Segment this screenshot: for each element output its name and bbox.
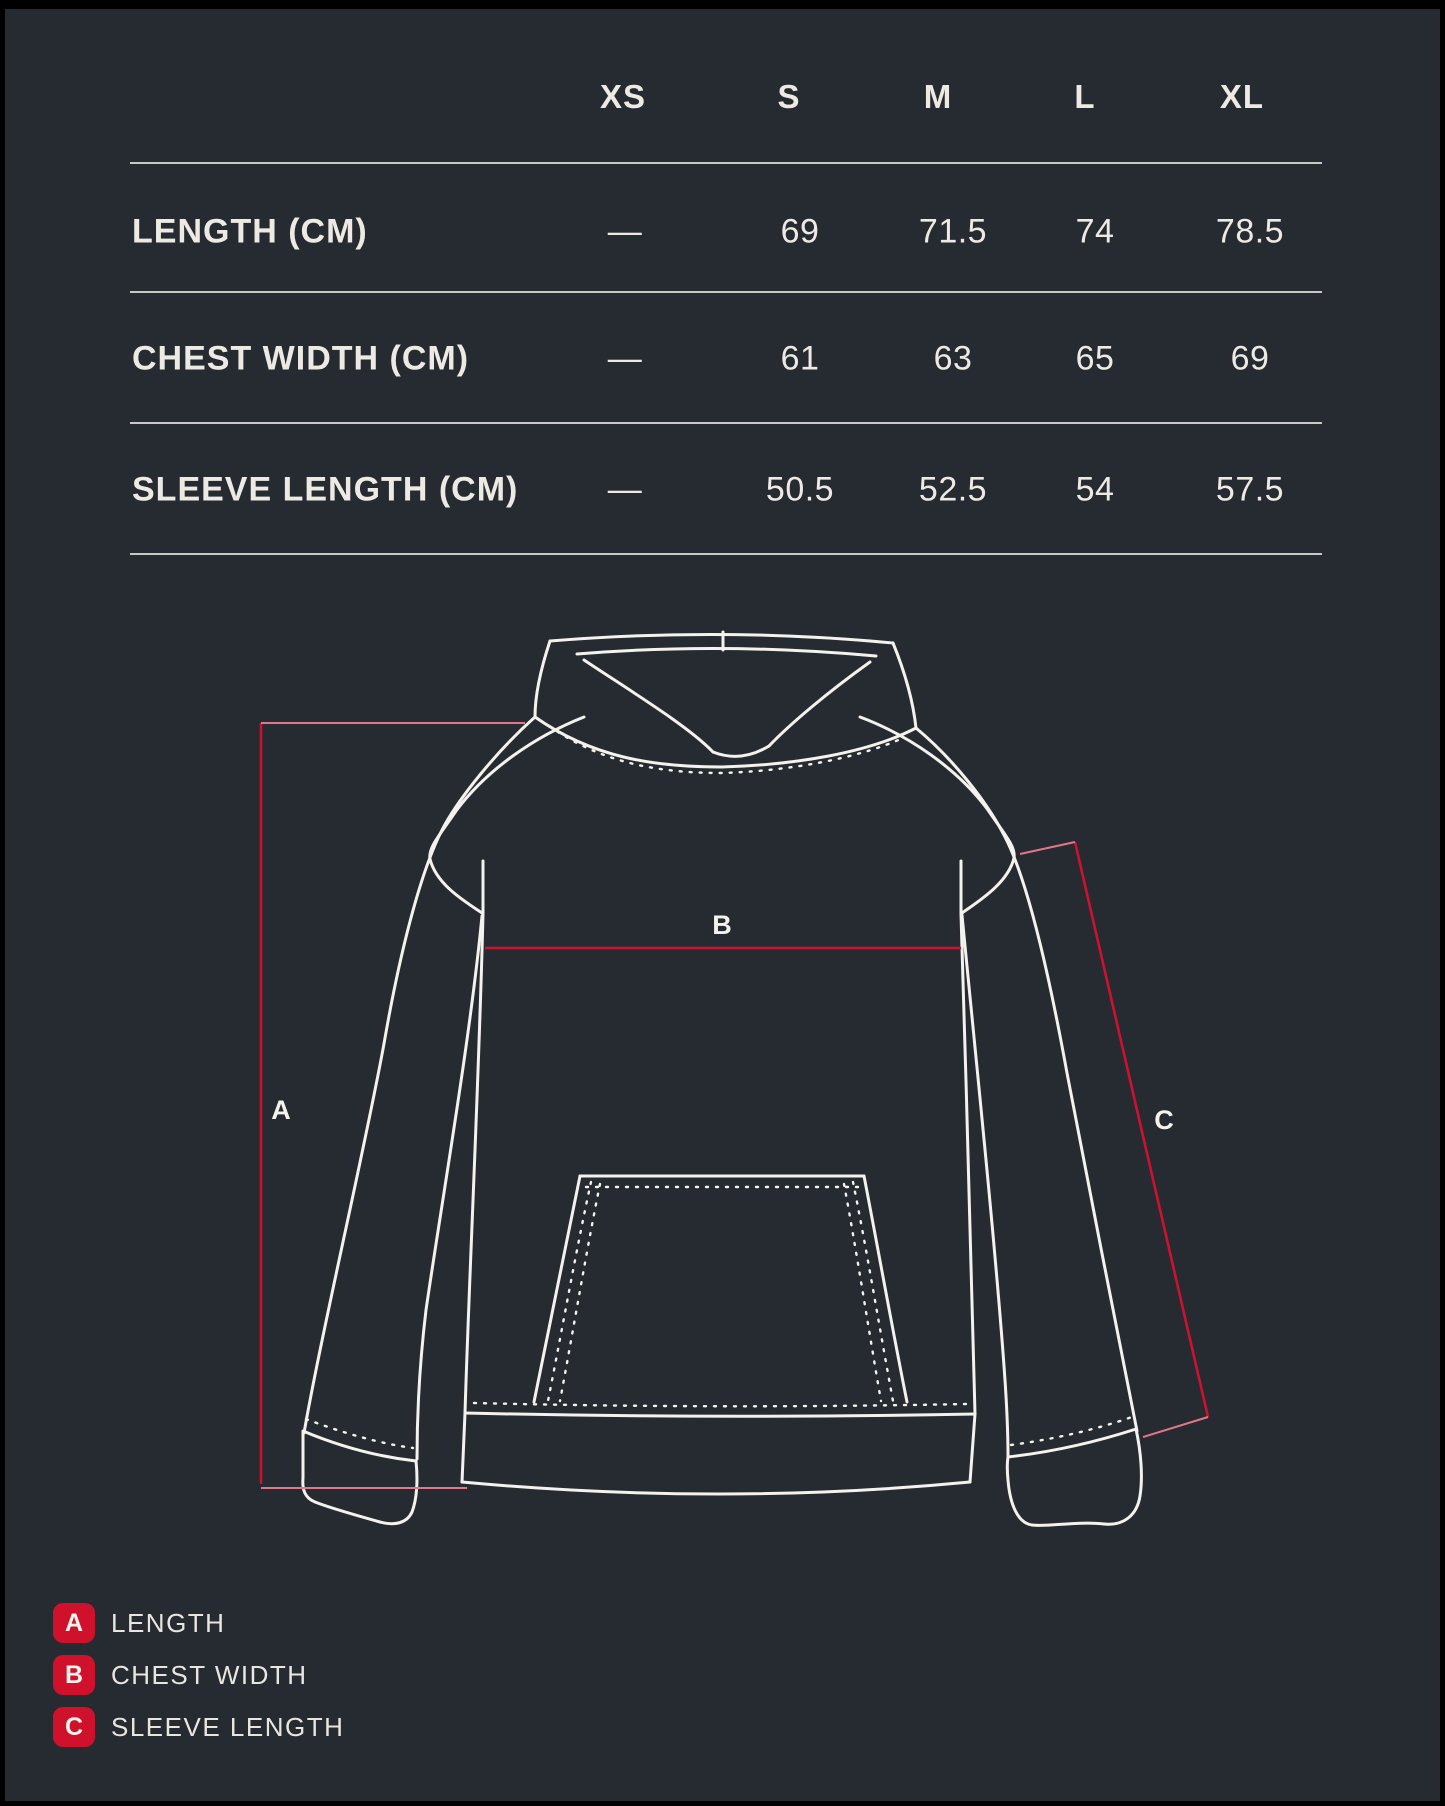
- table-rule: [130, 553, 1322, 555]
- measurement-legend: A LENGTH B CHEST WIDTH C SLEEVE LENGTH: [53, 1603, 344, 1759]
- measurement-ticks: [261, 722, 1209, 1489]
- column-header-xs: XS: [599, 78, 647, 115]
- marker-b-label: B: [712, 910, 732, 940]
- legend-item-sleeve-length: C SLEEVE LENGTH: [53, 1707, 344, 1747]
- value-sleeve-xl: 57.5: [1215, 470, 1285, 509]
- frame-left: [0, 0, 5, 1806]
- row-label-length: LENGTH (CM): [132, 212, 368, 251]
- value-sleeve-l: 54: [1075, 470, 1115, 509]
- column-header-s: S: [777, 78, 801, 115]
- row-label-sleeve-length: SLEEVE LENGTH (CM): [132, 470, 519, 509]
- measure-line-c: [1073, 841, 1210, 1418]
- legend-badge-c: C: [53, 1707, 95, 1747]
- legend-badge-a: A: [53, 1603, 95, 1643]
- legend-label-length: LENGTH: [111, 1607, 226, 1638]
- value-chest-m: 63: [933, 339, 973, 378]
- legend-item-length: A LENGTH: [53, 1603, 344, 1643]
- value-chest-xl: 69: [1230, 339, 1270, 378]
- table-rule: [130, 291, 1322, 293]
- frame-top: [0, 0, 1445, 9]
- column-header-l: L: [1074, 78, 1096, 115]
- value-length-m: 71.5: [918, 212, 988, 251]
- value-sleeve-s: 50.5: [765, 470, 835, 509]
- legend-label-sleeve-length: SLEEVE LENGTH: [111, 1711, 345, 1742]
- legend-label-chest-width: CHEST WIDTH: [111, 1659, 308, 1690]
- measurement-lines: [259, 723, 1210, 1484]
- marker-a-label: A: [271, 1095, 291, 1125]
- value-length-l: 74: [1075, 212, 1115, 251]
- value-length-xs: —: [607, 212, 643, 251]
- value-sleeve-xs: —: [607, 470, 643, 509]
- column-header-m: M: [923, 78, 953, 115]
- legend-badge-b: B: [53, 1655, 95, 1695]
- stitching-dotted-lines: [304, 724, 1134, 1450]
- value-chest-s: 61: [780, 339, 820, 378]
- frame-right: [1440, 0, 1445, 1806]
- measurement-marker-labels: A B C: [271, 910, 1174, 1135]
- table-rule: [130, 422, 1322, 424]
- value-length-s: 69: [780, 212, 820, 251]
- value-sleeve-m: 52.5: [918, 470, 988, 509]
- hoodie-outline: [301, 630, 1143, 1527]
- value-chest-l: 65: [1075, 339, 1115, 378]
- table-rule: [130, 162, 1322, 164]
- row-label-chest-width: CHEST WIDTH (CM): [132, 339, 470, 378]
- marker-c-label: C: [1154, 1105, 1174, 1135]
- value-chest-xs: —: [607, 339, 643, 378]
- frame-bottom: [0, 1801, 1445, 1806]
- column-header-xl: XL: [1219, 78, 1265, 115]
- legend-item-chest-width: B CHEST WIDTH: [53, 1655, 344, 1695]
- value-length-xl: 78.5: [1215, 212, 1285, 251]
